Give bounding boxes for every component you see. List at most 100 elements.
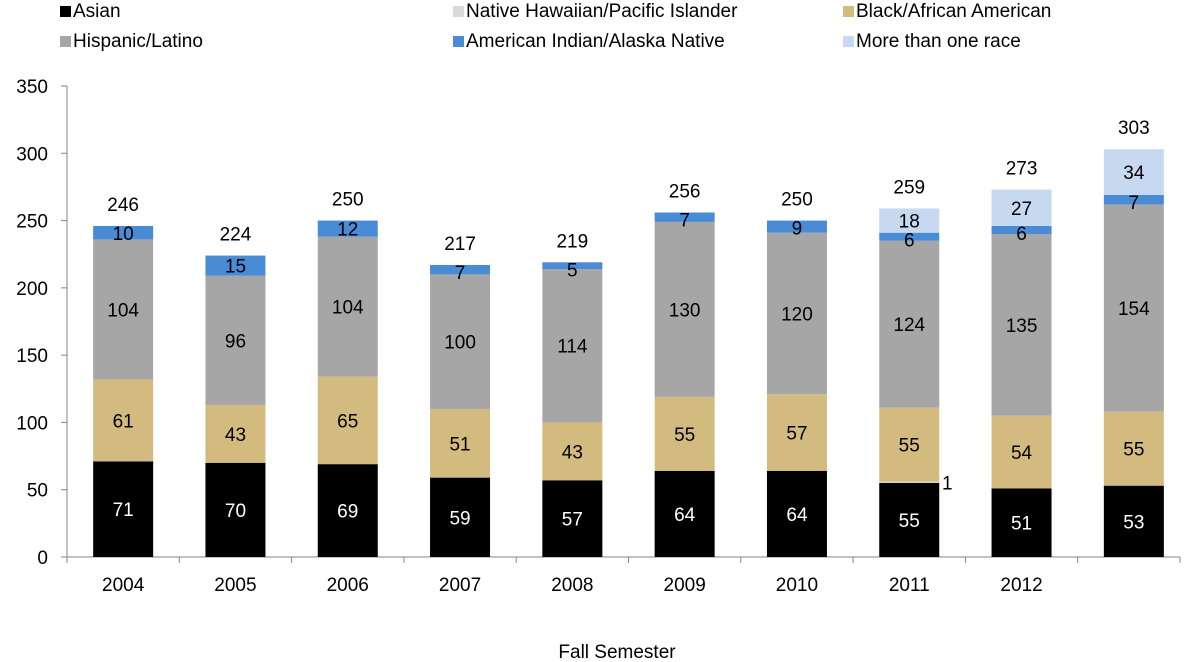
bar-segment-american-indian-alaska-native: [93, 225, 154, 240]
bar-segment-asian: [542, 480, 603, 557]
legend-swatch-more-than-one-race: [843, 36, 854, 47]
data-label-american-indian-alaska-native: 15: [225, 257, 246, 278]
bar-segment-hispanic-latino: [879, 240, 940, 408]
bar-segment-more-than-one-race: [991, 189, 1052, 226]
legend-label-hispanic-latino: Hispanic/Latino: [73, 31, 203, 52]
bar-segment-hispanic-latino: [654, 221, 715, 397]
data-label-more-than-one-race: 27: [1011, 199, 1032, 220]
bars: [93, 149, 1164, 557]
total-label: 217: [444, 234, 476, 255]
total-label: 303: [1118, 118, 1150, 139]
data-label-asian: 53: [1123, 512, 1144, 533]
bar-segment-more-than-one-race: [1103, 149, 1164, 196]
bar-segment-american-indian-alaska-native: [766, 220, 827, 233]
bar-segment-asian: [991, 488, 1052, 557]
bar-segment-black-african-american: [879, 407, 940, 482]
total-label: 219: [556, 231, 588, 252]
data-label-american-indian-alaska-native: 5: [567, 260, 578, 281]
x-tick-label: 2012: [1000, 575, 1042, 596]
data-label-american-indian-alaska-native: 10: [113, 224, 134, 245]
data-label-hispanic-latino: 135: [1006, 316, 1038, 337]
data-label-asian: 70: [225, 501, 246, 522]
total-label: 246: [107, 195, 139, 216]
data-label-hispanic-latino: 120: [781, 304, 813, 325]
x-axis-title: Fall Semester: [558, 642, 676, 662]
data-label-more-than-one-race: 34: [1123, 163, 1145, 184]
x-axis: 2004 2005 2006 2007 2008 2009 2010 2011 2012: [66, 556, 1181, 596]
data-label-native-hawaiian-pacific-islander: 1: [942, 473, 953, 494]
bar-segment-asian: [93, 461, 154, 557]
y-axis: 0 50 100 150 200 250 300 350: [16, 77, 68, 569]
total-label: 224: [220, 225, 252, 246]
legend-label-asian: Asian: [73, 1, 121, 22]
x-tick-label: 2009: [664, 575, 706, 596]
data-label-american-indian-alaska-native: 12: [337, 220, 358, 241]
data-label-black-african-american: 61: [113, 411, 134, 432]
bar-segment-more-than-one-race: [879, 208, 940, 233]
data-label-black-african-american: 65: [337, 411, 358, 432]
bar-segment-black-african-american: [205, 404, 266, 463]
data-label-asian: 69: [337, 502, 358, 523]
legend-label-native-hawaiian-pacific-islander: Native Hawaiian/Pacific Islander: [466, 1, 738, 22]
legend-label-american-indian-alaska-native: American Indian/Alaska Native: [466, 31, 725, 52]
data-label-black-african-american: 57: [786, 424, 807, 445]
data-label-american-indian-alaska-native: 7: [1129, 193, 1140, 214]
bar-segment-black-african-american: [1103, 411, 1164, 486]
data-label-hispanic-latino: 100: [444, 333, 476, 354]
data-label-black-african-american: 54: [1011, 443, 1033, 464]
data-label-asian: 51: [1011, 514, 1032, 535]
bar-segment-black-african-american: [991, 415, 1052, 489]
bar-segment-american-indian-alaska-native: [991, 225, 1052, 235]
data-label-hispanic-latino: 104: [332, 298, 364, 319]
bar-segment-american-indian-alaska-native: [1103, 195, 1164, 205]
bar-segment-asian: [879, 482, 940, 557]
data-label-black-african-american: 43: [225, 425, 246, 446]
bar-segment-asian: [205, 462, 266, 557]
bar-segment-american-indian-alaska-native: [430, 264, 491, 275]
bar-segment-asian: [1103, 485, 1164, 557]
legend-swatch-hispanic-latino: [60, 36, 71, 47]
total-label: 256: [669, 181, 701, 202]
bar-segment-black-african-american: [766, 394, 827, 471]
bar-segment-asian: [317, 464, 378, 557]
data-label-black-african-american: 43: [562, 442, 583, 463]
legend-label-more-than-one-race: More than one race: [856, 31, 1021, 52]
bar-segment-native-hawaiian-pacific-islander: [879, 481, 940, 483]
legend-swatch-native-hawaiian-pacific-islander: [453, 6, 464, 17]
data-label-american-indian-alaska-native: 6: [904, 231, 915, 252]
bar-segment-american-indian-alaska-native: [654, 212, 715, 222]
bar-segment-black-african-american: [93, 379, 154, 462]
y-tick-label: 350: [16, 77, 48, 98]
x-tick-label: 2007: [439, 575, 481, 596]
data-labels: 7161104102467043961522469651041225059511…: [107, 118, 1150, 534]
data-label-american-indian-alaska-native: 6: [1016, 224, 1027, 245]
bar-segment-american-indian-alaska-native: [542, 262, 603, 270]
bar-segment-black-african-american: [542, 422, 603, 481]
bar-segment-american-indian-alaska-native: [317, 220, 378, 237]
bar-segment-hispanic-latino: [766, 232, 827, 395]
data-label-more-than-one-race: 18: [899, 212, 920, 233]
data-label-american-indian-alaska-native: 9: [792, 219, 803, 240]
total-label: 273: [1006, 159, 1038, 180]
x-tick-label: 2008: [551, 575, 593, 596]
data-label-black-african-american: 55: [1123, 440, 1144, 461]
bar-segment-hispanic-latino: [317, 236, 378, 377]
y-tick-label: 300: [16, 144, 48, 165]
data-label-black-african-american: 55: [899, 436, 920, 457]
y-tick-label: 200: [16, 279, 48, 300]
y-tick-label: 50: [27, 481, 48, 502]
bar-segment-hispanic-latino: [1103, 204, 1164, 412]
data-label-asian: 59: [449, 508, 470, 529]
y-tick-label: 250: [16, 212, 48, 233]
bar-segment-american-indian-alaska-native: [205, 255, 266, 276]
y-tick-label: 150: [16, 346, 48, 367]
bar-segment-asian: [766, 470, 827, 557]
data-label-hispanic-latino: 130: [669, 300, 701, 321]
bar-segment-american-indian-alaska-native: [879, 232, 940, 241]
x-tick-label: 2004: [102, 575, 145, 596]
bar-segment-hispanic-latino: [93, 239, 154, 380]
bar-segment-black-african-american: [317, 376, 378, 465]
y-tick-label: 0: [37, 548, 48, 569]
data-label-hispanic-latino: 104: [107, 300, 139, 321]
